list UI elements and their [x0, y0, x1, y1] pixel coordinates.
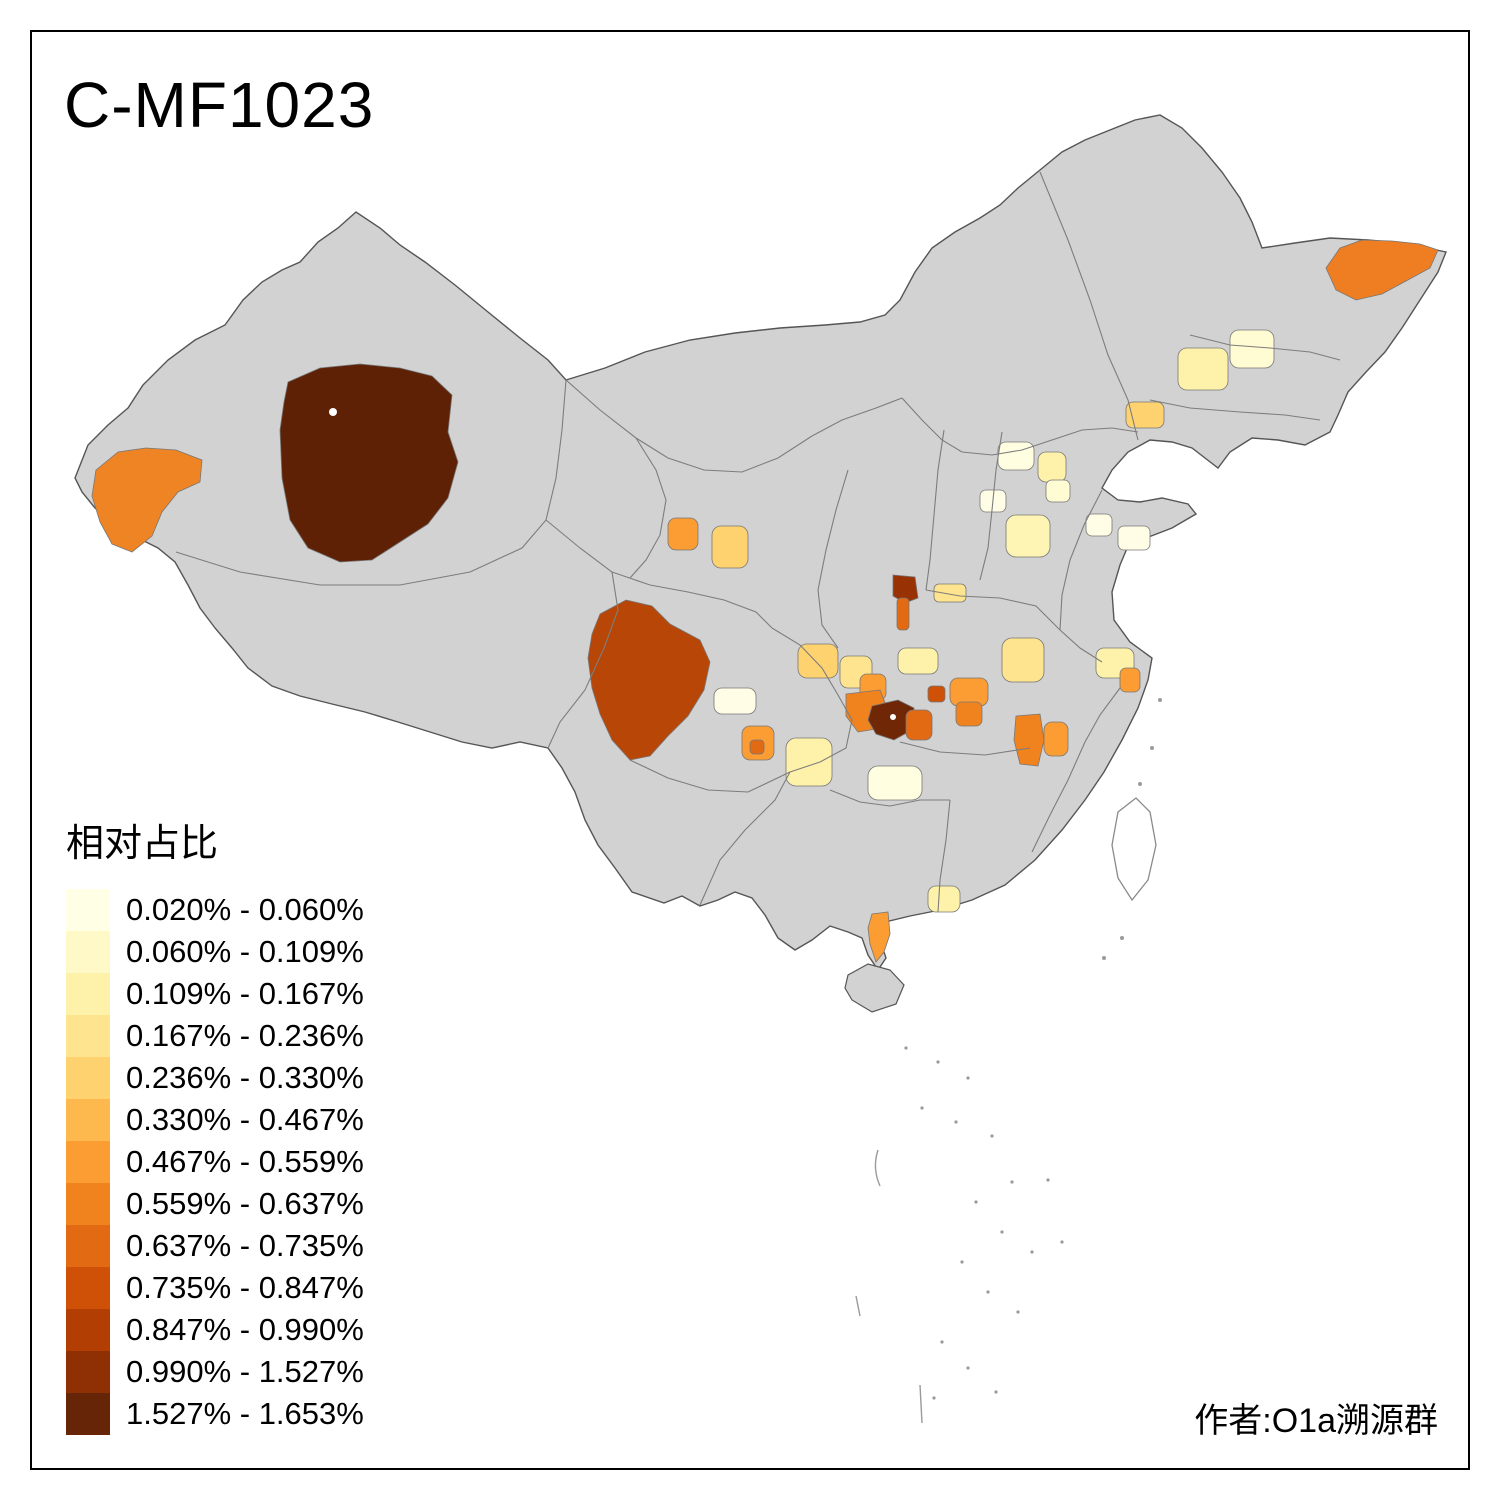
legend-row: 0.167% - 0.236% — [66, 1015, 486, 1057]
legend-label: 0.330% - 0.467% — [126, 1102, 364, 1137]
legend-rows: 0.020% - 0.060% 0.060% - 0.109% 0.109% -… — [66, 889, 486, 1435]
map-region — [1229, 329, 1275, 369]
map-region — [785, 737, 833, 787]
legend-swatch — [66, 1015, 110, 1057]
attribution: 作者:O1a溯源群 — [1194, 1402, 1438, 1440]
province-borders — [175, 171, 1341, 913]
map-region — [867, 699, 915, 741]
legend-label: 0.060% - 0.109% — [126, 934, 364, 969]
legend-label: 0.467% - 0.559% — [126, 1144, 364, 1179]
legend-label: 1.527% - 1.653% — [126, 1396, 364, 1431]
legend-swatch — [66, 1309, 110, 1351]
legend-title: 相对占比 — [66, 823, 219, 865]
page-title: C-MF1023 — [64, 69, 375, 141]
legend-row: 1.527% - 1.653% — [66, 1393, 486, 1435]
map-region — [749, 739, 765, 755]
legend-label: 0.990% - 1.527% — [126, 1354, 364, 1389]
legend-swatch — [66, 1057, 110, 1099]
map-region — [1043, 721, 1069, 757]
map-region — [927, 685, 946, 703]
map-region — [1177, 347, 1229, 391]
legend: 相对占比 0.020% - 0.060% 0.060% - 0.109% 0.1… — [66, 812, 486, 1435]
map-region — [1045, 479, 1071, 503]
hainan-island — [844, 963, 905, 1013]
legend-row: 0.060% - 0.109% — [66, 931, 486, 973]
legend-row: 0.236% - 0.330% — [66, 1057, 486, 1099]
map-region — [997, 441, 1035, 471]
legend-swatch — [66, 1099, 110, 1141]
taiwan-island — [1111, 797, 1157, 902]
legend-row: 0.559% - 0.637% — [66, 1183, 486, 1225]
map-region — [905, 709, 933, 741]
map-region — [797, 643, 839, 679]
map-regions — [91, 239, 1439, 963]
map-region — [1001, 637, 1045, 683]
legend-row: 0.330% - 0.467% — [66, 1099, 486, 1141]
map-region — [933, 583, 967, 603]
legend-swatch — [66, 1225, 110, 1267]
map-region — [927, 885, 961, 913]
legend-swatch — [66, 1393, 110, 1435]
legend-label: 0.637% - 0.735% — [126, 1228, 364, 1263]
legend-swatch — [66, 1141, 110, 1183]
map-region — [892, 574, 919, 604]
legend-swatch — [66, 1351, 110, 1393]
legend-row: 0.467% - 0.559% — [66, 1141, 486, 1183]
map-region — [279, 363, 459, 563]
map-enclave — [329, 408, 337, 416]
legend-row: 0.020% - 0.060% — [66, 889, 486, 931]
map-region — [1125, 401, 1165, 429]
legend-label: 0.020% - 0.060% — [126, 892, 364, 927]
legend-row: 0.847% - 0.990% — [66, 1309, 486, 1351]
legend-label: 0.167% - 0.236% — [126, 1018, 364, 1053]
map-region — [1119, 667, 1141, 693]
map-enclave — [890, 714, 896, 720]
map-region — [1325, 239, 1439, 301]
map-region — [713, 687, 757, 715]
map-region — [1085, 513, 1113, 537]
map-region — [896, 597, 910, 631]
legend-swatch — [66, 931, 110, 973]
legend-row: 0.109% - 0.167% — [66, 973, 486, 1015]
map-region — [91, 447, 203, 553]
map-region — [867, 911, 891, 963]
legend-row: 0.990% - 1.527% — [66, 1351, 486, 1393]
map-region — [897, 647, 939, 675]
legend-label: 0.109% - 0.167% — [126, 976, 364, 1011]
map-region — [1037, 451, 1067, 483]
coastal-islands — [1102, 698, 1162, 960]
legend-label: 0.735% - 0.847% — [126, 1270, 364, 1305]
mainland-landmass — [74, 114, 1447, 972]
legend-swatch — [66, 889, 110, 931]
map-region — [1013, 713, 1045, 767]
legend-swatch — [66, 1267, 110, 1309]
legend-row: 0.637% - 0.735% — [66, 1225, 486, 1267]
legend-label: 0.559% - 0.637% — [126, 1186, 364, 1221]
map-region — [867, 765, 923, 801]
map-region — [955, 701, 983, 727]
legend-swatch — [66, 973, 110, 1015]
map-region — [1005, 514, 1051, 558]
map-region — [711, 525, 749, 569]
south-china-sea-islands — [855, 1046, 1064, 1424]
legend-swatch — [66, 1183, 110, 1225]
legend-label: 0.236% - 0.330% — [126, 1060, 364, 1095]
map-region — [667, 517, 699, 551]
legend-row: 0.735% - 0.847% — [66, 1267, 486, 1309]
map-region — [1117, 525, 1151, 551]
legend-label: 0.847% - 0.990% — [126, 1312, 364, 1347]
